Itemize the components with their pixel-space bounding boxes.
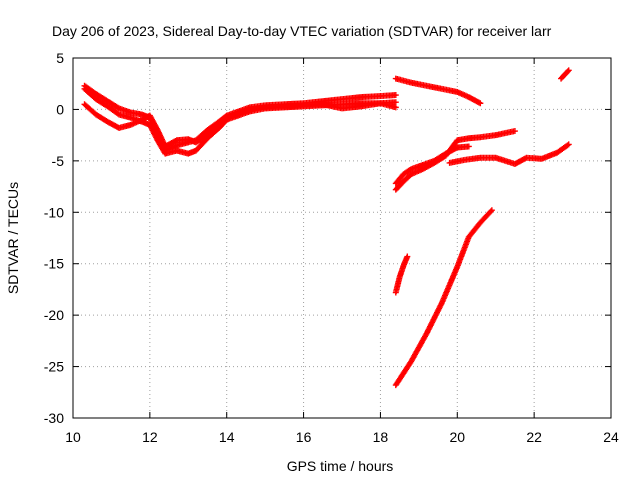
data-point — [477, 100, 484, 107]
data-point — [488, 207, 495, 214]
data-point — [511, 128, 518, 135]
data-point — [392, 92, 399, 99]
data-series-9 — [392, 253, 411, 296]
y-axis-label: SDTVAR / TECUs — [5, 182, 21, 294]
data-series-3 — [81, 100, 399, 150]
data-point — [565, 141, 572, 148]
x-tick-label: 20 — [449, 429, 465, 445]
x-tick-label: 18 — [373, 429, 389, 445]
data-point — [487, 208, 494, 215]
data-series-8 — [558, 67, 572, 82]
y-tick-label: -20 — [44, 307, 64, 323]
data-point — [564, 142, 571, 149]
plot-frame — [72, 57, 612, 419]
y-tick-label: -25 — [44, 359, 64, 375]
data-point — [392, 99, 399, 106]
x-tick-label: 10 — [65, 429, 81, 445]
x-tick-label: 14 — [219, 429, 235, 445]
y-tick-label: -10 — [44, 204, 64, 220]
x-tick-label: 24 — [603, 429, 619, 445]
data-point — [465, 143, 472, 150]
y-tick-label: -15 — [44, 256, 64, 272]
x-tick-label: 22 — [526, 429, 542, 445]
x-tick-label: 16 — [296, 429, 312, 445]
x-tick-label: 12 — [142, 429, 158, 445]
data-points — [81, 67, 572, 389]
data-point — [565, 67, 572, 74]
y-tick-label: 5 — [56, 50, 64, 66]
data-point — [392, 104, 399, 111]
y-tick-label: -5 — [52, 153, 65, 169]
data-point — [564, 68, 571, 75]
data-series-10 — [392, 207, 495, 389]
x-axis-label: GPS time / hours — [287, 458, 394, 474]
data-series-7 — [446, 141, 572, 167]
data-series-6 — [392, 143, 472, 187]
data-point — [404, 253, 411, 260]
chart-title: Day 206 of 2023, Sidereal Day-to-day VTE… — [52, 23, 552, 39]
data-series-4 — [392, 75, 484, 107]
axis-ticks: 10 12 14 16 18 20 22 24 5 0 -5 -10 -15 -20 -25 -30 — [44, 50, 619, 445]
y-tick-label: -30 — [44, 410, 64, 426]
y-tick-label: 0 — [56, 101, 64, 117]
